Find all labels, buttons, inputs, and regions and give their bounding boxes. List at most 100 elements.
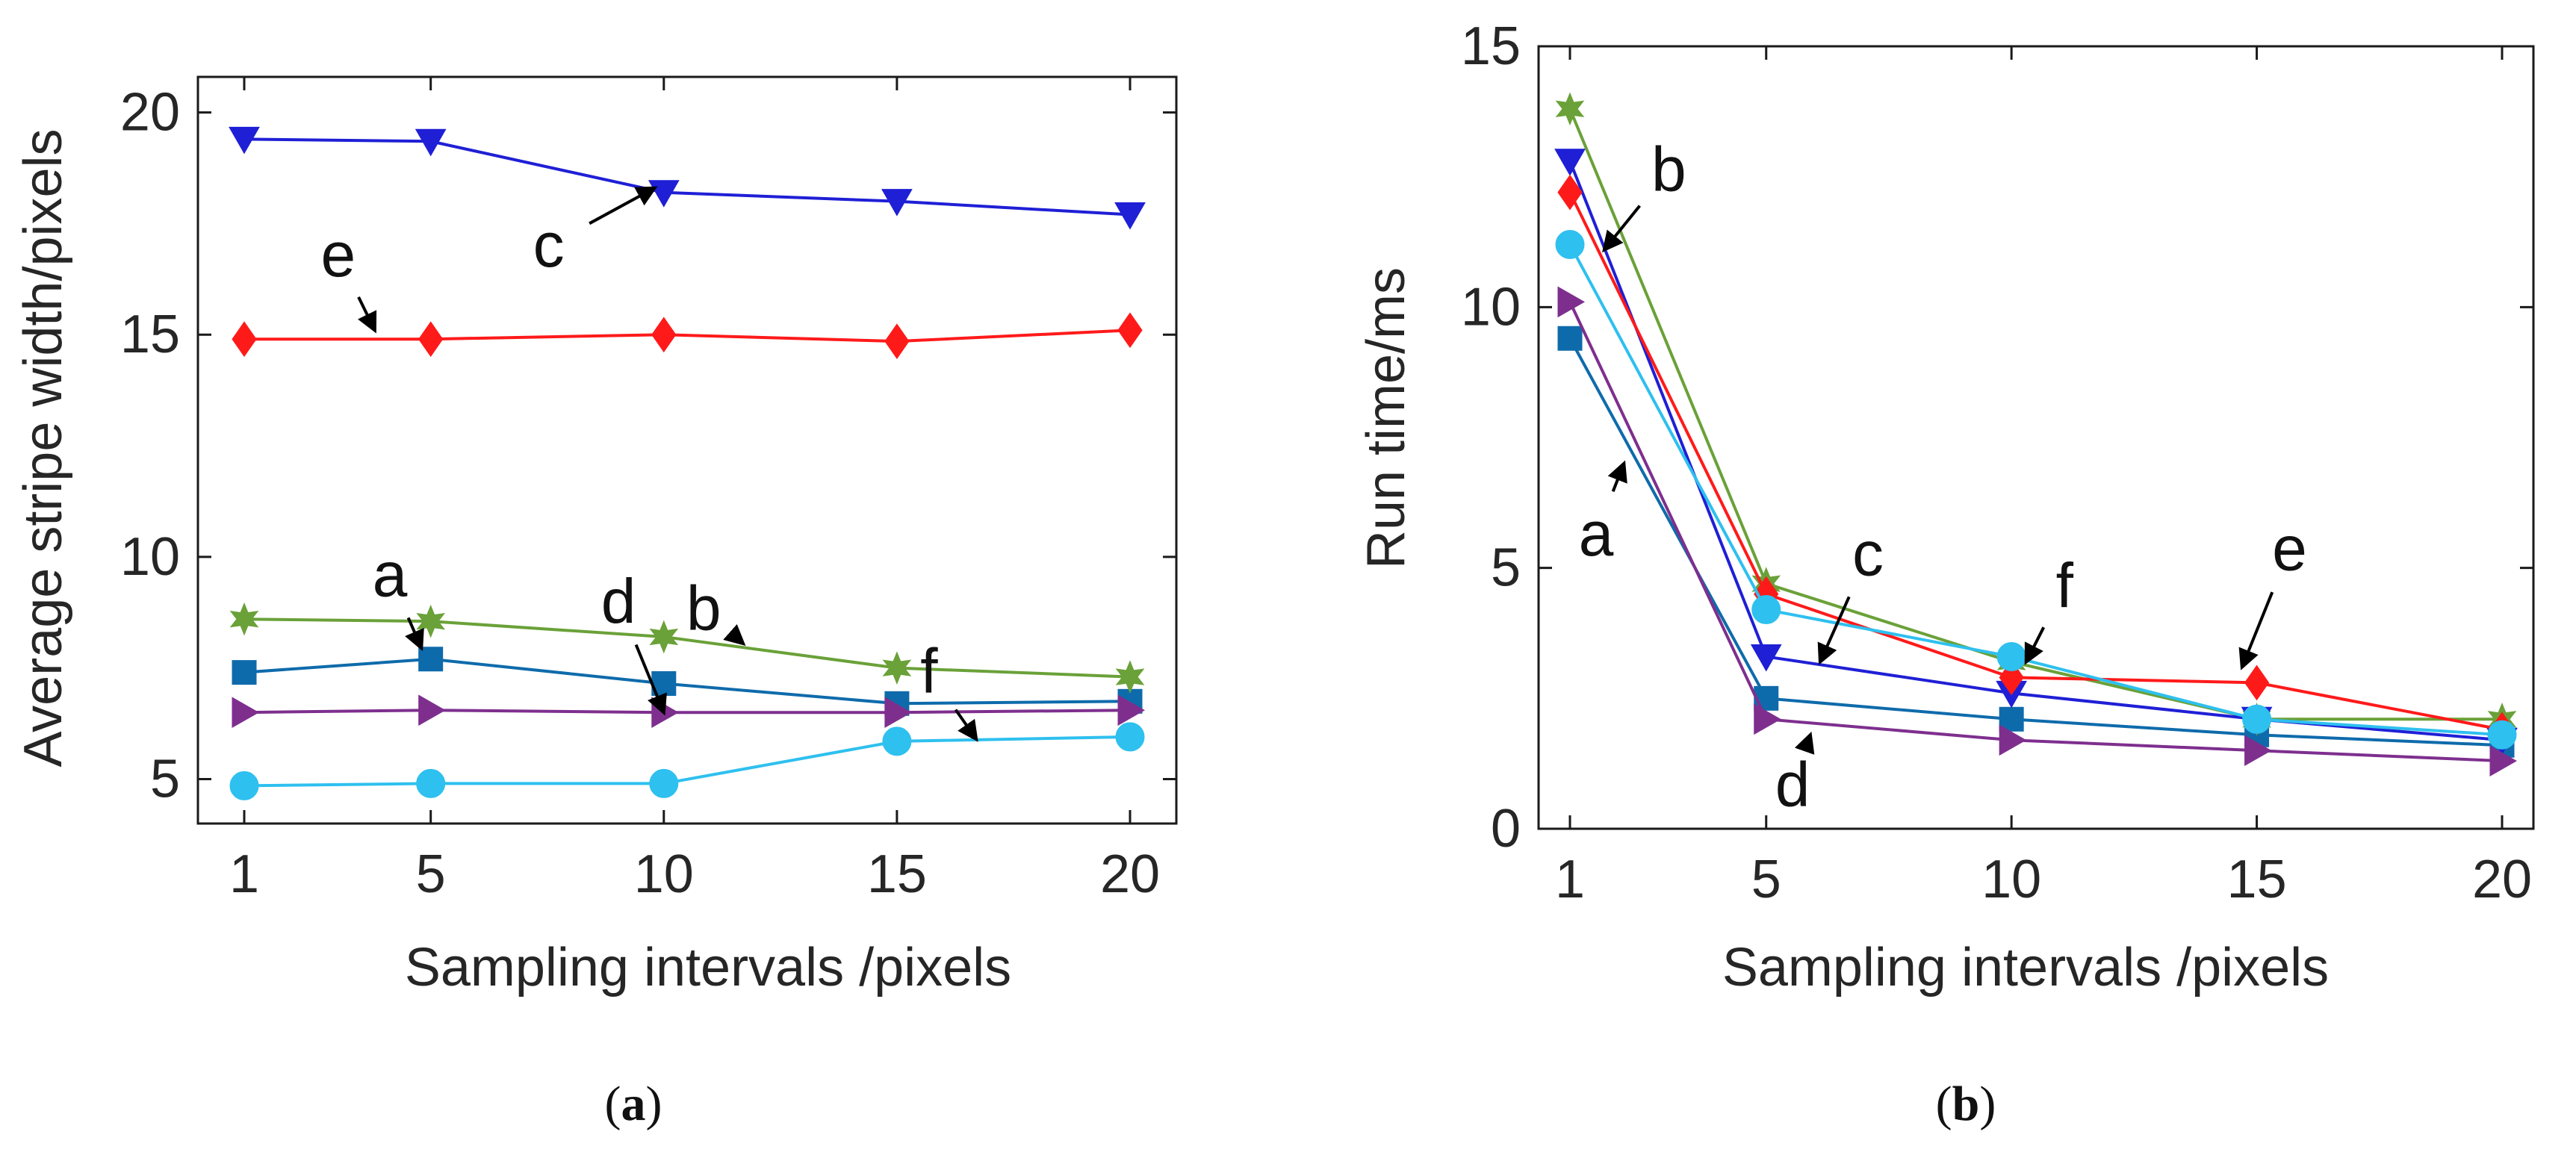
x-tick-label-b-20: 20 [2472,850,2532,909]
annotation-label-a-b: b [686,573,721,643]
annotation-arrow-b-b [1602,205,1641,253]
annotation-arrow-a-d [634,644,667,716]
series-line-a-a [243,657,1131,706]
caption-b: (b) [1936,1077,1996,1131]
x-tick-label-b-5: 5 [1751,850,1781,909]
data-point-a-c-1 [229,126,260,155]
data-point-a-e-5 [418,321,444,358]
data-point-b-c-5 [1750,644,1782,672]
annotation-label-b-f: f [2056,550,2074,620]
data-point-a-d-20 [1117,694,1146,726]
caption-a: (a) [605,1077,662,1131]
data-point-a-b-1 [229,602,259,636]
annotation-arrow-a-b [723,623,746,647]
annotation-arrow-a-f [954,709,978,742]
annotation-label-a-e: e [320,220,356,290]
annotation-arrow-b-e [2238,591,2274,670]
data-point-a-c-15 [881,189,913,217]
x-axis-label-a: Sampling intervals /pixels [405,938,1011,997]
data-point-b-f-5 [1751,595,1781,625]
data-point-b-d-10 [1999,724,2027,756]
data-point-b-f-1 [1555,229,1585,259]
data-point-a-e-15 [884,323,910,360]
series-line-a-d [243,709,1131,715]
annotation-arrow-b-d [1794,731,1815,755]
data-point-b-d-15 [2244,735,2272,767]
data-point-a-f-5 [416,768,446,798]
x-tick-label-b-1: 1 [1555,850,1585,909]
data-point-b-c-1 [1554,149,1586,176]
series-line-a-e [244,329,1131,343]
x-tick-label-b-10: 10 [1981,850,2041,909]
data-point-a-f-15 [882,726,912,756]
x-tick-label-b-15: 15 [2227,850,2287,909]
series-line-a-f [243,735,1131,788]
annotation-label-b-d: d [1775,749,1810,819]
annotation-label-a-d: d [601,566,636,636]
data-point-a-d-15 [884,697,912,729]
y-tick-label-b-0: 0 [1491,799,1521,859]
x-tick-label-a-5: 5 [416,844,446,904]
x-tick-label-a-1: 1 [229,844,259,904]
data-point-a-b-15 [882,651,912,685]
series-line-b-d [1568,301,2503,763]
series-line-b-e [1568,191,2503,732]
data-point-a-e-1 [232,321,257,358]
data-point-b-f-15 [2242,704,2272,734]
annotation-label-b-a: a [1579,499,1614,569]
data-point-a-f-10 [649,768,679,798]
y-axis-label-a: Average stripe width/pixels [13,128,73,767]
x-tick-label-a-20: 20 [1100,844,1160,904]
series-line-a-c [243,137,1131,217]
data-point-a-b-10 [649,620,679,654]
y-tick-label-a-10: 10 [120,527,180,587]
data-point-a-a-5 [418,647,444,672]
annotation-label-b-b: b [1651,134,1686,204]
annotation-arrow-b-f [2024,626,2046,665]
data-point-a-c-20 [1114,202,1146,230]
series-line-b-a [1568,337,2503,747]
data-point-a-c-5 [415,128,447,157]
data-point-b-d-20 [2489,745,2518,777]
annotation-label-a-a: a [373,540,408,610]
annotation-arrow-b-a [1607,460,1627,492]
data-point-a-a-1 [232,660,257,685]
axes-frame-a [196,75,1178,825]
x-axis-label-b: Sampling intervals /pixels [1722,938,2329,997]
series-line-b-b [1568,108,2502,721]
data-point-a-e-10 [651,317,677,353]
data-point-b-f-20 [2487,720,2517,750]
annotation-arrow-a-e [357,296,377,334]
axes-frame-b [1537,45,2535,830]
annotation-label-b-e: e [2272,514,2307,584]
data-point-a-d-10 [651,697,679,729]
annotation-arrow-a-a [405,617,424,652]
data-point-a-b-5 [416,604,446,638]
x-tick-label-a-10: 10 [634,844,694,904]
y-tick-label-b-15: 15 [1461,16,1521,76]
y-axis-label-b: Run time/ms [1356,267,1416,569]
y-tick-label-b-10: 10 [1461,277,1521,337]
data-point-b-a-1 [1557,326,1583,351]
data-point-b-d-5 [1754,703,1781,735]
data-point-a-b-20 [1115,660,1145,694]
y-tick-label-a-20: 20 [120,83,180,143]
data-point-a-f-20 [1115,722,1145,752]
data-point-b-d-1 [1557,286,1586,318]
y-tick-label-b-5: 5 [1491,538,1521,598]
data-point-a-d-5 [418,694,446,726]
y-tick-label-a-15: 15 [120,305,180,364]
annotation-arrow-a-c [589,186,658,225]
data-point-a-d-1 [232,697,260,729]
annotation-arrow-b-c [1817,596,1851,665]
annotation-label-a-f: f [920,636,938,706]
data-point-a-f-1 [229,771,259,800]
x-tick-label-a-15: 15 [867,844,927,904]
annotation-label-a-c: c [533,210,565,280]
y-tick-label-a-5: 5 [150,749,180,809]
